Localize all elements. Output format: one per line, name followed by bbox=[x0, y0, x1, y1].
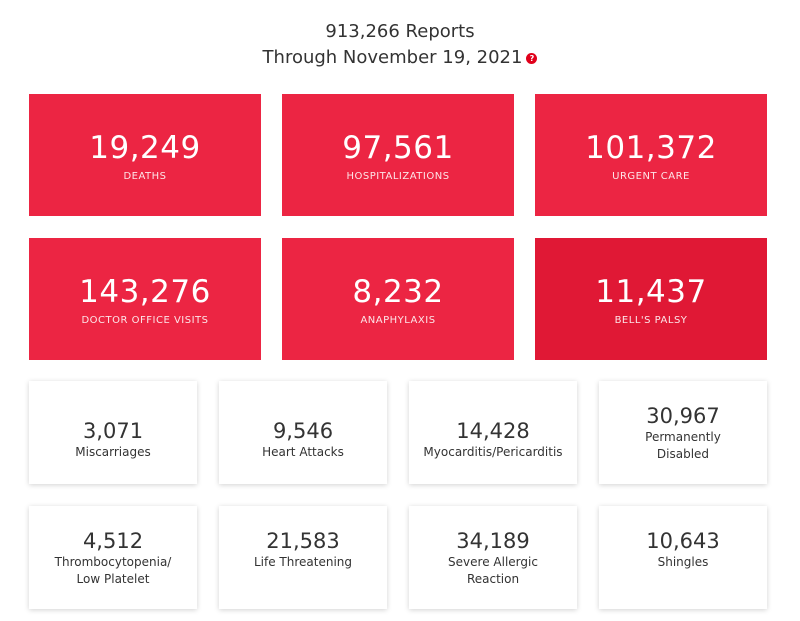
stat-value: 21,583 bbox=[266, 529, 340, 553]
stat-value: 143,276 bbox=[79, 274, 211, 310]
stat-label: Life Threatening bbox=[253, 555, 353, 569]
stat-card-myocarditis: 14,428 Myocarditis/Pericarditis bbox=[409, 381, 577, 484]
stat-label-line-1: Severe Allergic bbox=[448, 555, 538, 569]
report-date: Through November 19, 2021? bbox=[0, 46, 800, 70]
report-date-text: Through November 19, 2021 bbox=[262, 47, 523, 68]
stat-card-doctor-office-visits: 143,276 DOCTOR OFFICE VISITS bbox=[29, 238, 261, 360]
stat-value: 101,372 bbox=[585, 130, 717, 166]
stat-label: Heart Attacks bbox=[262, 445, 344, 459]
stat-label: ANAPHYLAXIS bbox=[360, 315, 436, 326]
stat-value: 14,428 bbox=[456, 419, 530, 443]
report-header: 913,266 Reports Through November 19, 202… bbox=[0, 20, 800, 70]
stat-label: HOSPITALIZATIONS bbox=[346, 171, 450, 182]
stat-label: Myocarditis/Pericarditis bbox=[423, 445, 563, 459]
stat-card-anaphylaxis: 8,232 ANAPHYLAXIS bbox=[282, 238, 514, 360]
stat-card-life-threatening: 21,583 Life Threatening bbox=[219, 506, 387, 609]
stat-label-line-2: Low Platelet bbox=[76, 572, 150, 586]
stat-card-urgent-care: 101,372 URGENT CARE bbox=[535, 94, 767, 216]
stat-card-thrombocytopenia: 4,512 Thrombocytopenia/ Low Platelet bbox=[29, 506, 197, 609]
stat-value: 34,189 bbox=[456, 529, 530, 553]
stat-card-shingles: 10,643 Shingles bbox=[599, 506, 767, 609]
stat-label-line-1: Thrombocytopenia/ bbox=[54, 555, 172, 569]
stat-card-bells-palsy: 11,437 BELL'S PALSY bbox=[535, 238, 767, 360]
stat-card-heart-attacks: 9,546 Heart Attacks bbox=[219, 381, 387, 484]
help-icon[interactable]: ? bbox=[526, 52, 538, 64]
stat-value: 8,232 bbox=[352, 274, 444, 310]
stat-label-line-2: Disabled bbox=[656, 447, 710, 461]
stat-card-severe-allergic-reaction: 34,189 Severe Allergic Reaction bbox=[409, 506, 577, 609]
stat-value: 97,561 bbox=[342, 130, 454, 166]
stat-value: 30,967 bbox=[646, 404, 720, 428]
stat-value: 11,437 bbox=[595, 274, 707, 310]
stat-card-permanently-disabled: 30,967 Permanently Disabled bbox=[599, 381, 767, 484]
stat-value: 4,512 bbox=[82, 529, 144, 553]
stat-value: 3,071 bbox=[82, 419, 144, 443]
stat-card-deaths: 19,249 DEATHS bbox=[29, 94, 261, 216]
stat-label: Shingles bbox=[657, 555, 709, 569]
stat-card-miscarriages: 3,071 Miscarriages bbox=[29, 381, 197, 484]
stat-label: URGENT CARE bbox=[612, 171, 690, 182]
total-reports: 913,266 Reports bbox=[325, 21, 475, 42]
stat-card-hospitalizations: 97,561 HOSPITALIZATIONS bbox=[282, 94, 514, 216]
stat-label: Miscarriages bbox=[75, 445, 151, 459]
stat-value: 10,643 bbox=[646, 529, 720, 553]
stat-value: 9,546 bbox=[272, 419, 334, 443]
stat-label: DEATHS bbox=[123, 171, 167, 182]
stat-label: DOCTOR OFFICE VISITS bbox=[81, 315, 209, 326]
stat-label-line-1: Permanently bbox=[645, 430, 721, 444]
stat-label: BELL'S PALSY bbox=[614, 315, 688, 326]
stat-label-line-2: Reaction bbox=[466, 572, 520, 586]
stat-value: 19,249 bbox=[89, 130, 201, 166]
